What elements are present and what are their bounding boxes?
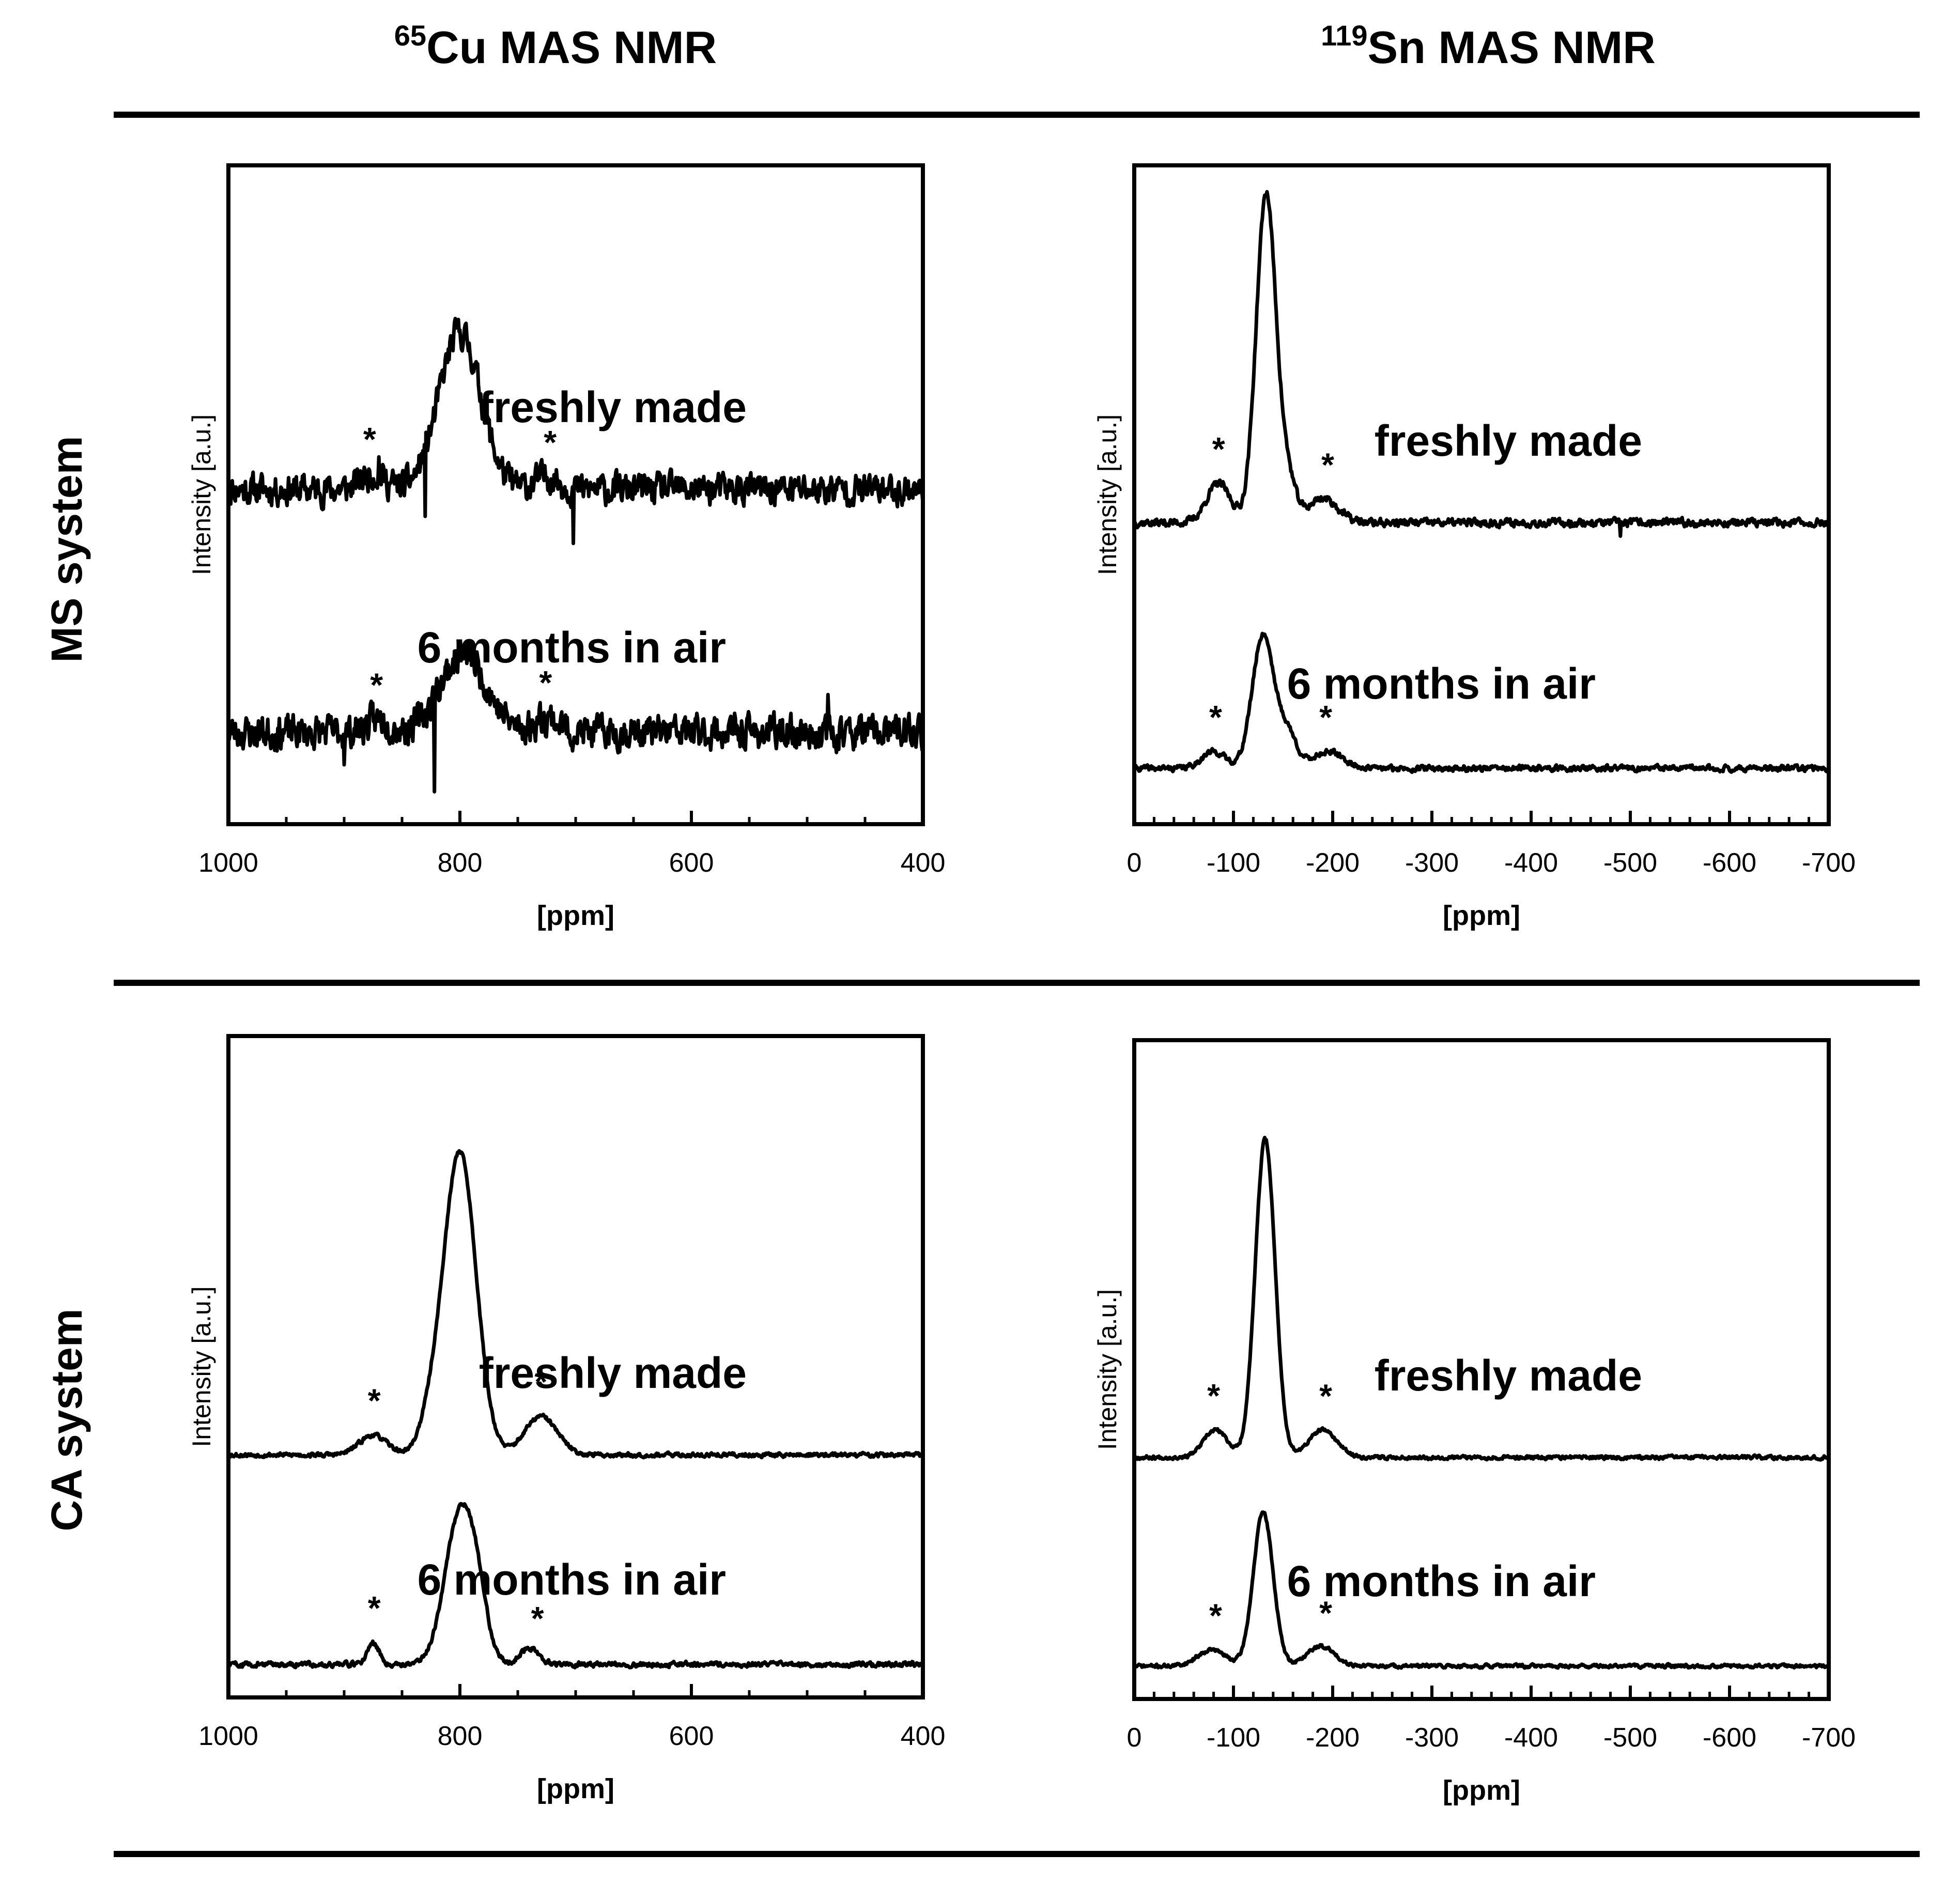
column-header-cu-text: Cu MAS NMR xyxy=(426,22,717,73)
spectrum-series-aged xyxy=(1133,1510,1830,1670)
column-header-sn-sup: 119 xyxy=(1321,19,1367,52)
x-tick-label: 1000 xyxy=(198,1721,258,1751)
x-tick-label: 1000 xyxy=(198,848,258,878)
peak-asterisk: * xyxy=(363,421,376,458)
peak-asterisk: * xyxy=(1209,1597,1222,1634)
x-tick-label: 800 xyxy=(438,848,483,878)
x-tick-label: -100 xyxy=(1207,848,1260,878)
spectrum-series-aged xyxy=(227,639,925,794)
peak-asterisk: * xyxy=(531,1600,544,1637)
series-label-aged: 6 months in air xyxy=(418,623,726,672)
x-tick-label: 600 xyxy=(669,848,714,878)
peak-asterisk: * xyxy=(1321,446,1334,484)
x-tick-label: -700 xyxy=(1802,848,1856,878)
x-tick-label: -300 xyxy=(1405,1723,1459,1753)
y-axis-label: Intensity [a.u.] xyxy=(1093,1289,1122,1450)
peak-asterisk: * xyxy=(368,1589,381,1627)
x-tick-label: 0 xyxy=(1127,1723,1142,1753)
column-header-cu: 65Cu MAS NMR xyxy=(394,19,717,73)
peak-asterisk: * xyxy=(1319,699,1332,736)
x-tick-label: 400 xyxy=(901,848,946,878)
spectrum-series-aged xyxy=(1132,631,1831,774)
spectrum-series-fresh xyxy=(226,317,925,546)
x-axis-label: [ppm] xyxy=(1443,900,1520,931)
x-tick-label: -600 xyxy=(1703,1723,1756,1753)
column-header-sn-text: Sn MAS NMR xyxy=(1368,22,1656,73)
spectrum-series-fresh xyxy=(227,1149,924,1460)
y-axis-label: Intensity [a.u.] xyxy=(187,414,216,575)
series-label-fresh: freshly made xyxy=(1375,416,1642,465)
series-label-aged: 6 months in air xyxy=(418,1555,726,1604)
peak-asterisk: * xyxy=(370,667,383,704)
plot-frame xyxy=(1132,163,1831,826)
x-tick-label: -200 xyxy=(1306,1723,1360,1753)
peak-asterisk: * xyxy=(1319,1594,1332,1631)
peak-asterisk: * xyxy=(1212,430,1225,468)
peak-asterisk: * xyxy=(1207,1377,1220,1414)
x-tick-label: -600 xyxy=(1703,848,1756,878)
peak-asterisk: * xyxy=(544,424,557,461)
spectrum-series-fresh xyxy=(1133,1136,1831,1462)
spectrum-series-aged xyxy=(227,1502,925,1670)
series-label-fresh: freshly made xyxy=(1375,1351,1642,1400)
peak-asterisk: * xyxy=(368,1382,381,1419)
x-tick-label: 0 xyxy=(1127,848,1142,878)
x-axis-label: [ppm] xyxy=(1443,1775,1520,1806)
x-tick-label: 800 xyxy=(438,1721,483,1751)
peak-asterisk: * xyxy=(1209,699,1222,736)
column-header-sn: 119Sn MAS NMR xyxy=(1321,19,1656,73)
x-tick-label: -200 xyxy=(1306,848,1360,878)
column-header-cu-sup: 65 xyxy=(394,19,426,52)
x-axis-label: [ppm] xyxy=(537,900,614,931)
y-axis-label: Intensity [a.u.] xyxy=(187,1286,216,1447)
x-tick-label: 400 xyxy=(901,1721,946,1751)
row-label-ca: CA system xyxy=(42,1308,91,1531)
x-tick-label: -300 xyxy=(1405,848,1459,878)
peak-asterisk: * xyxy=(1319,1378,1332,1415)
x-tick-label: -700 xyxy=(1802,1723,1856,1753)
peak-asterisk: * xyxy=(539,664,552,701)
series-label-fresh: freshly made xyxy=(479,1349,747,1397)
x-tick-label: -500 xyxy=(1603,848,1657,878)
series-label-aged: 6 months in air xyxy=(1287,1557,1596,1605)
y-axis-label: Intensity [a.u.] xyxy=(1093,414,1122,575)
x-tick-label: -400 xyxy=(1504,1723,1558,1753)
x-tick-label: -400 xyxy=(1504,848,1558,878)
x-tick-label: 600 xyxy=(669,1721,714,1751)
plot-frame xyxy=(1132,1038,1831,1701)
x-tick-label: -500 xyxy=(1603,1723,1657,1753)
x-tick-label: -100 xyxy=(1207,1723,1260,1753)
row-label-ms: MS system xyxy=(42,436,91,663)
peak-asterisk: * xyxy=(534,1363,547,1400)
spectrum-series-fresh xyxy=(1132,190,1831,538)
series-label-fresh: freshly made xyxy=(479,383,747,431)
series-label-aged: 6 months in air xyxy=(1287,659,1596,708)
x-axis-label: [ppm] xyxy=(537,1773,614,1804)
